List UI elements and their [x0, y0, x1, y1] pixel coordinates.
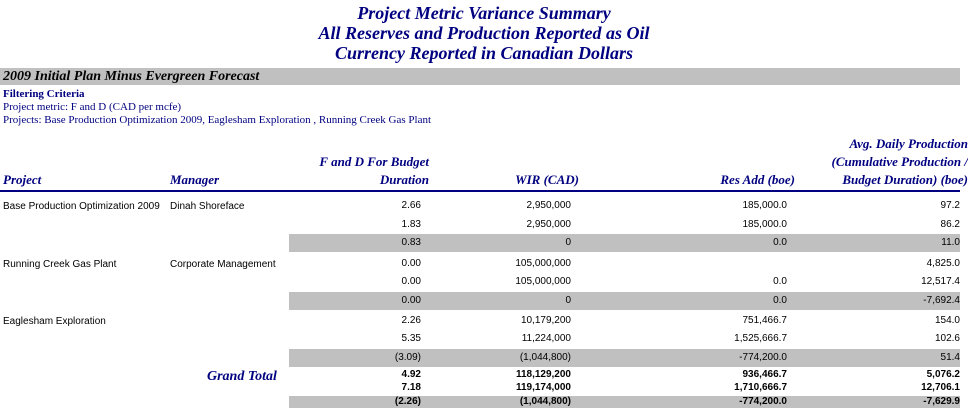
- cell-wir: 119,174,000: [515, 382, 571, 393]
- section-header-bar: [0, 68, 960, 85]
- header-rule: [0, 190, 960, 192]
- report-title: Project Metric Variance Summary: [357, 3, 611, 23]
- variance-row: (3.09) (1,044,800) -774,200.0 51.4: [0, 349, 960, 367]
- cell-res: 0.0: [773, 295, 787, 306]
- cell-wir: 2,950,000: [526, 200, 572, 211]
- header-fd-line1: F and D For Budget: [319, 154, 429, 169]
- cell-res: 751,466.7: [742, 315, 788, 326]
- cell-res: 1,710,666.7: [734, 382, 787, 393]
- header-fd-line2: Duration: [379, 172, 429, 187]
- filter-projects: Projects: Base Production Optimization 2…: [3, 114, 432, 126]
- cell-wir: 105,000,000: [515, 258, 571, 269]
- report-subtitle-currency: Currency Reported in Canadian Dollars: [334, 43, 634, 63]
- table-row: 2.66 2,950,000 185,000.0 97.2: [0, 197, 960, 215]
- cell-res: 185,000.0: [742, 219, 788, 230]
- cell-avg: -7,692.4: [923, 295, 960, 306]
- variance-row-shading: [289, 396, 960, 408]
- cell-wir: 118,129,200: [515, 369, 571, 380]
- header-avg-line1: Avg. Daily Production: [849, 136, 968, 151]
- cell-wir: 105,000,000: [515, 276, 571, 287]
- cell-res: -774,200.0: [739, 352, 787, 363]
- cell-wir: 10,179,200: [520, 315, 571, 326]
- cell-wir: 0: [565, 237, 571, 248]
- cell-res: 0.0: [773, 276, 787, 287]
- cell-fd: 0.00: [401, 295, 421, 306]
- header-avg-line3: Budget Duration) (boe): [842, 172, 968, 187]
- section-title: 2009 Initial Plan Minus Evergreen Foreca…: [3, 69, 260, 84]
- cell-avg: 97.2: [940, 200, 960, 211]
- table-row: 0.00 105,000,000 4,825.0: [0, 255, 960, 273]
- header-wir: WIR (CAD): [515, 172, 579, 187]
- cell-fd: 4.92: [401, 369, 421, 380]
- cell-avg: 102.6: [934, 333, 960, 344]
- header-fd: F and D For Budget Duration: [319, 153, 429, 189]
- variance-row-shading: [289, 292, 960, 310]
- table-row: 5.35 11,224,000 1,525,666.7 102.6: [0, 330, 960, 348]
- cell-fd: 2.26: [401, 315, 421, 326]
- cell-fd: 5.35: [401, 333, 421, 344]
- header-avg-line2: (Cumulative Production /: [831, 154, 968, 169]
- cell-res: 185,000.0: [742, 200, 788, 211]
- cell-res: -774,200.0: [739, 396, 787, 407]
- report-title-block: Project Metric Variance Summary All Rese…: [0, 0, 968, 63]
- cell-wir: (1,044,800): [519, 352, 571, 363]
- cell-fd: 0.00: [401, 258, 421, 269]
- table-row: 2.26 10,179,200 751,466.7 154.0: [0, 312, 960, 330]
- project-manager: Dinah Shoreface: [170, 201, 245, 212]
- table-row: 1.83 2,950,000 185,000.0 86.2: [0, 216, 960, 234]
- header-avg: Avg. Daily Production (Cumulative Produc…: [831, 135, 968, 189]
- filtering-criteria-title: Filtering Criteria: [3, 88, 85, 100]
- variance-row: 0.83 0 0.0 11.0: [0, 234, 960, 252]
- project-name: Eaglesham Exploration: [3, 316, 106, 327]
- header-res: Res Add (boe): [720, 172, 795, 187]
- cell-avg: 86.2: [940, 219, 960, 230]
- header-manager: Manager: [170, 172, 220, 187]
- variance-row: 0.00 0 0.0 -7,692.4: [0, 292, 960, 310]
- cell-fd: 0.83: [401, 237, 421, 248]
- cell-wir: 0: [565, 295, 571, 306]
- cell-avg: 11.0: [941, 237, 960, 248]
- grand-total-variance-row: (2.26) (1,044,800) -774,200.0 -7,629.9: [0, 396, 960, 408]
- cell-res: 1,525,666.7: [734, 333, 787, 344]
- cell-avg: 51.4: [940, 352, 960, 363]
- table-row: 0.00 105,000,000 0.0 12,517.4: [0, 273, 960, 291]
- project-name: Running Creek Gas Plant: [3, 259, 117, 270]
- cell-fd: (2.26): [394, 396, 421, 407]
- grand-total-row: 4.92 118,129,200 936,466.7 5,076.2: [0, 369, 960, 381]
- cell-avg: 4,825.0: [926, 258, 960, 269]
- cell-avg: -7,629.9: [923, 396, 960, 407]
- variance-row-shading: [289, 234, 960, 252]
- cell-avg: 12,706.1: [921, 382, 960, 393]
- cell-avg: 5,076.2: [926, 369, 960, 380]
- cell-fd: 1.83: [401, 219, 421, 230]
- cell-wir: 11,224,000: [521, 333, 571, 344]
- project-name: Base Production Optimization 2009: [3, 201, 160, 212]
- header-project: Project: [3, 172, 42, 187]
- variance-row-shading: [289, 349, 960, 367]
- cell-avg: 12,517.4: [921, 276, 960, 287]
- cell-avg: 154.0: [934, 315, 960, 326]
- cell-res: 0.0: [773, 237, 787, 248]
- cell-fd: (3.09): [394, 352, 421, 363]
- cell-fd: 7.18: [401, 382, 421, 393]
- filter-metric: Project metric: F and D (CAD per mcfe): [3, 101, 182, 113]
- cell-fd: 0.00: [401, 276, 421, 287]
- grand-total-row: 7.18 119,174,000 1,710,666.7 12,706.1: [0, 382, 960, 394]
- project-manager: Corporate Management: [170, 259, 276, 270]
- grand-total-label: Grand Total: [207, 369, 277, 384]
- cell-fd: 2.66: [401, 200, 421, 211]
- report-subtitle-reserves: All Reserves and Production Reported as …: [318, 23, 650, 43]
- cell-res: 936,466.7: [742, 369, 788, 380]
- cell-wir: 2,950,000: [526, 219, 572, 230]
- cell-wir: (1,044,800): [519, 396, 571, 407]
